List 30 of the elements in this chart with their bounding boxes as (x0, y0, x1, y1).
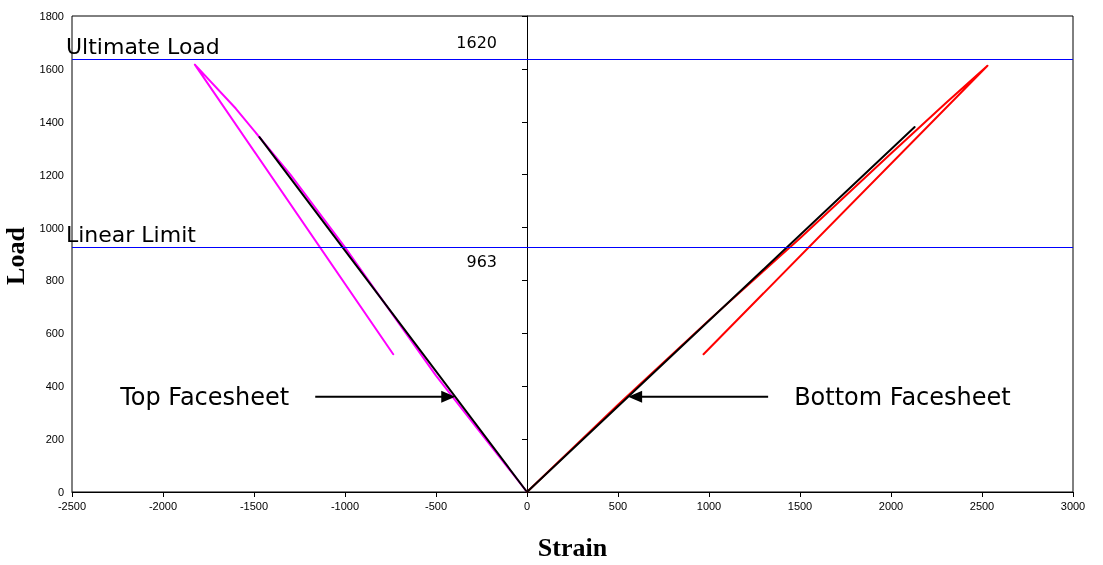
y-tick-label: 1000 (39, 221, 64, 234)
annotation: Top Facesheet (119, 382, 290, 411)
y-tick-label: 800 (45, 274, 64, 287)
y-tick-label: 1800 (39, 10, 64, 22)
y-axis-title: Load (1, 226, 30, 285)
y-tick-label: 400 (45, 380, 64, 393)
x-tick-label: 1500 (787, 499, 813, 512)
x-tick-label: -2500 (57, 499, 87, 512)
x-axis-title: Strain (537, 532, 608, 562)
annotation: 963 (466, 252, 497, 272)
annotation: Bottom Facesheet (794, 382, 1011, 411)
x-tick-label: 0 (523, 499, 531, 512)
y-tick-label: 1400 (39, 115, 64, 128)
x-tick-label: 500 (608, 499, 628, 512)
y-tick-label: 200 (45, 433, 64, 446)
y-tick-label: 600 (45, 327, 64, 340)
x-tick-label: 2000 (878, 499, 904, 512)
annotation: 1620 (456, 32, 497, 52)
x-tick-label: 3000 (1060, 499, 1086, 512)
x-tick-label: -500 (424, 499, 448, 512)
ref-line-label: Linear Limit (66, 221, 197, 247)
y-tick-label: 0 (57, 486, 64, 498)
y-tick-label: 1600 (39, 62, 64, 75)
ref-line-label: Ultimate Load (66, 34, 220, 60)
x-tick-label: -1000 (330, 499, 360, 512)
x-tick-label: 1000 (696, 499, 722, 512)
x-tick-label: -1500 (239, 499, 269, 512)
y-tick-label: 1200 (39, 168, 64, 181)
x-tick-label: 2500 (969, 499, 995, 512)
x-tick-label: -2000 (148, 499, 178, 512)
